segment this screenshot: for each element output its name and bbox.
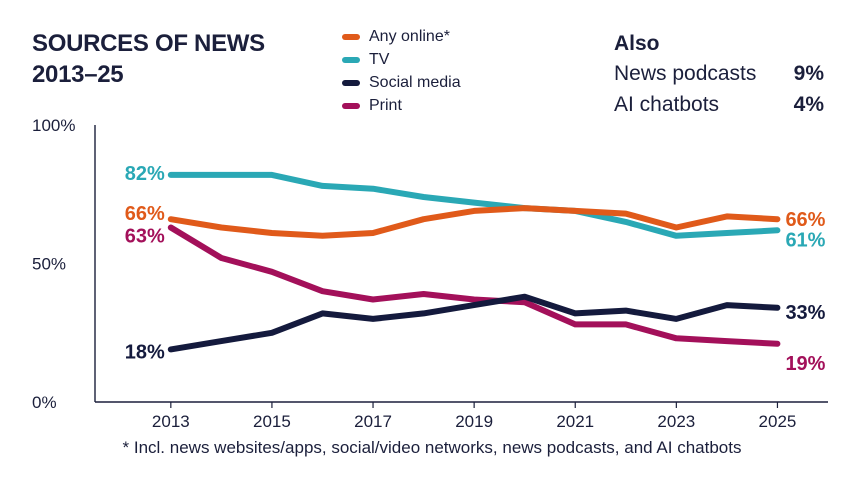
series-line-print	[167, 224, 781, 347]
chart-title: SOURCES OF NEWS 2013–25	[32, 28, 265, 90]
x-tick-label-2019: 2019	[455, 412, 493, 431]
legend-item-social-media: Social media	[342, 71, 461, 94]
legend-label-tv: TV	[369, 50, 390, 68]
x-tick-label-2021: 2021	[556, 412, 594, 431]
legend-swatch-print	[342, 102, 360, 109]
end-label-any-online: 66%	[785, 209, 825, 231]
also-value-ai-chatbots: 4%	[793, 93, 824, 116]
also-row-ai-chatbots: AI chatbots 4%	[614, 89, 824, 120]
also-title: Also	[614, 32, 660, 55]
y-tick-label-0: 0%	[32, 393, 57, 412]
x-tick-label-2017: 2017	[354, 412, 392, 431]
legend-label-any-online: Any online*	[369, 27, 450, 45]
legend-swatch-any-online	[342, 33, 360, 40]
start-label-tv: 82%	[125, 163, 165, 185]
x-tick-label-2015: 2015	[253, 412, 291, 431]
series-line-social-media	[167, 293, 781, 353]
series-line-tv	[167, 171, 781, 239]
legend-swatch-social-media	[342, 79, 360, 86]
series-line-any-online	[167, 205, 781, 239]
x-tick-label-2013: 2013	[152, 412, 190, 431]
legend-label-social-media: Social media	[369, 73, 461, 91]
y-tick-label-100: 100%	[32, 116, 75, 135]
legend-item-print: Print	[342, 94, 461, 117]
end-label-social-media: 33%	[785, 302, 825, 324]
chart-title-line1: SOURCES OF NEWS	[32, 30, 265, 57]
legend-item-any-online: Any online*	[342, 25, 461, 48]
y-tick-label-50: 50%	[32, 255, 66, 274]
x-tick-label-2025: 2025	[759, 412, 797, 431]
also-row-news-podcasts: News podcasts 9%	[614, 58, 824, 89]
legend: Any online* TV Social media Print	[342, 25, 461, 117]
x-tick-label-2023: 2023	[657, 412, 695, 431]
also-panel: Also News podcasts 9% AI chatbots 4%	[614, 30, 824, 120]
start-label-social-media: 18%	[125, 341, 165, 363]
legend-swatch-tv	[342, 56, 360, 63]
end-label-print: 19%	[785, 353, 825, 375]
end-label-tv: 61%	[785, 229, 825, 251]
footnote: * Incl. news websites/apps, social/video…	[122, 438, 742, 457]
start-label-any-online: 66%	[125, 203, 165, 225]
chart-title-line2: 2013–25	[32, 61, 124, 88]
also-value-news-podcasts: 9%	[793, 62, 824, 85]
also-label-news-podcasts: News podcasts	[614, 62, 757, 85]
legend-label-print: Print	[369, 96, 402, 114]
legend-item-tv: TV	[342, 48, 461, 71]
start-label-print: 63%	[125, 225, 165, 247]
also-label-ai-chatbots: AI chatbots	[614, 93, 720, 116]
